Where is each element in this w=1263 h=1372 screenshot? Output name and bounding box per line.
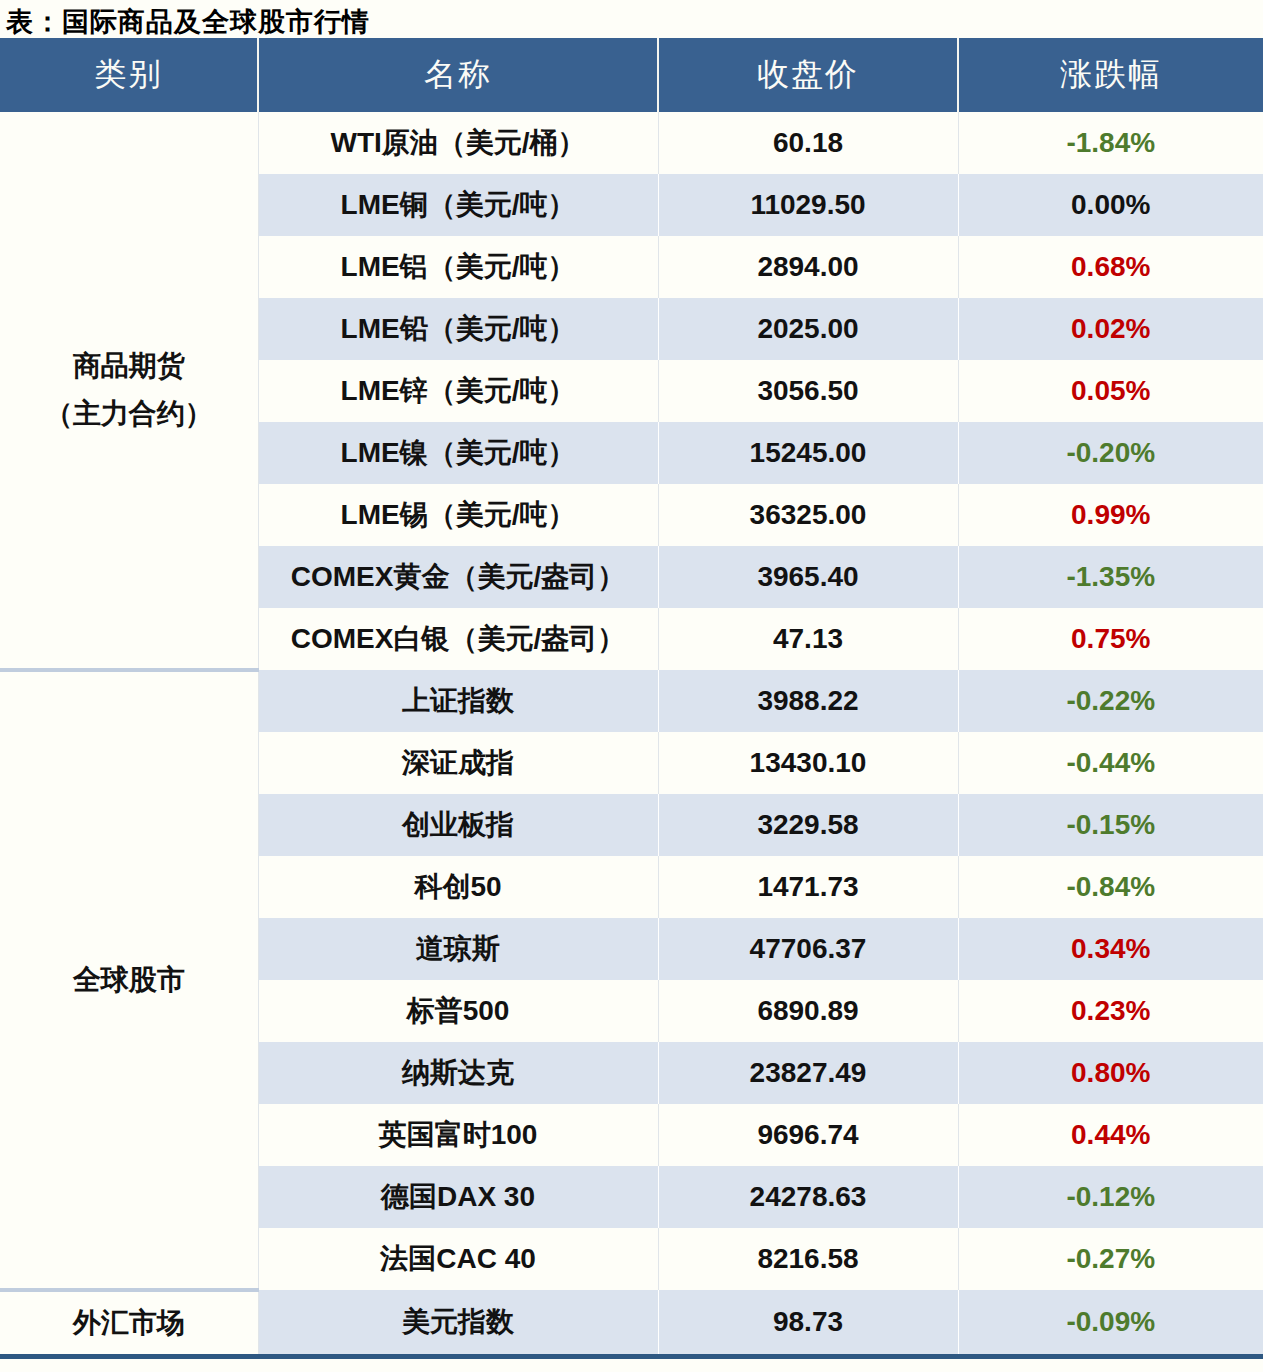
change-percent-cell: 0.80% xyxy=(958,1042,1263,1104)
category-label-line: 外汇市场 xyxy=(1,1299,257,1347)
table-row: 全球股市上证指数3988.22-0.22% xyxy=(0,670,1263,732)
name-cell: WTI原油（美元/桶） xyxy=(258,112,658,174)
close-price-cell: 36325.00 xyxy=(658,484,958,546)
change-percent-cell: 0.75% xyxy=(958,608,1263,670)
change-percent-cell: 0.34% xyxy=(958,918,1263,980)
page: 表：国际商品及全球股市行情 类别 名称 收盘价 涨跌幅 商品期货（主力合约）WT… xyxy=(0,0,1263,1372)
category-label-line: 全球股市 xyxy=(1,956,257,1004)
name-cell: 法国CAC 40 xyxy=(258,1228,658,1290)
change-percent-cell: 0.99% xyxy=(958,484,1263,546)
table-row: 外汇市场美元指数98.73-0.09% xyxy=(0,1290,1263,1354)
close-price-cell: 11029.50 xyxy=(658,174,958,236)
change-percent-cell: -0.12% xyxy=(958,1166,1263,1228)
change-percent-cell: -1.84% xyxy=(958,112,1263,174)
name-cell: 美元指数 xyxy=(258,1290,658,1354)
name-cell: 科创50 xyxy=(258,856,658,918)
source-note: 来源：交易所 xyxy=(0,1359,1263,1372)
name-cell: 道琼斯 xyxy=(258,918,658,980)
close-price-cell: 15245.00 xyxy=(658,422,958,484)
change-percent-cell: -0.27% xyxy=(958,1228,1263,1290)
close-price-cell: 23827.49 xyxy=(658,1042,958,1104)
close-price-cell: 3988.22 xyxy=(658,670,958,732)
name-cell: 标普500 xyxy=(258,980,658,1042)
change-percent-cell: 0.23% xyxy=(958,980,1263,1042)
close-price-cell: 60.18 xyxy=(658,112,958,174)
col-header-close: 收盘价 xyxy=(658,38,958,112)
category-cell: 全球股市 xyxy=(0,670,258,1290)
name-cell: 德国DAX 30 xyxy=(258,1166,658,1228)
change-percent-cell: -0.84% xyxy=(958,856,1263,918)
col-header-change: 涨跌幅 xyxy=(958,38,1263,112)
change-percent-cell: 0.00% xyxy=(958,174,1263,236)
close-price-cell: 3056.50 xyxy=(658,360,958,422)
change-percent-cell: -1.35% xyxy=(958,546,1263,608)
change-percent-cell: -0.44% xyxy=(958,732,1263,794)
table-body: 商品期货（主力合约）WTI原油（美元/桶）60.18-1.84%LME铜（美元/… xyxy=(0,112,1263,1354)
name-cell: 深证成指 xyxy=(258,732,658,794)
close-price-cell: 2025.00 xyxy=(658,298,958,360)
close-price-cell: 8216.58 xyxy=(658,1228,958,1290)
name-cell: LME镍（美元/吨） xyxy=(258,422,658,484)
name-cell: LME锡（美元/吨） xyxy=(258,484,658,546)
name-cell: LME铝（美元/吨） xyxy=(258,236,658,298)
close-price-cell: 3965.40 xyxy=(658,546,958,608)
name-cell: 创业板指 xyxy=(258,794,658,856)
close-price-cell: 6890.89 xyxy=(658,980,958,1042)
col-header-category: 类别 xyxy=(0,38,258,112)
close-price-cell: 2894.00 xyxy=(658,236,958,298)
change-percent-cell: -0.20% xyxy=(958,422,1263,484)
close-price-cell: 47.13 xyxy=(658,608,958,670)
close-price-cell: 47706.37 xyxy=(658,918,958,980)
close-price-cell: 24278.63 xyxy=(658,1166,958,1228)
name-cell: LME铅（美元/吨） xyxy=(258,298,658,360)
close-price-cell: 1471.73 xyxy=(658,856,958,918)
name-cell: COMEX黄金（美元/盎司） xyxy=(258,546,658,608)
name-cell: COMEX白银（美元/盎司） xyxy=(258,608,658,670)
close-price-cell: 13430.10 xyxy=(658,732,958,794)
table-row: 商品期货（主力合约）WTI原油（美元/桶）60.18-1.84% xyxy=(0,112,1263,174)
change-percent-cell: 0.02% xyxy=(958,298,1263,360)
change-percent-cell: -0.22% xyxy=(958,670,1263,732)
name-cell: 上证指数 xyxy=(258,670,658,732)
change-percent-cell: -0.09% xyxy=(958,1290,1263,1354)
col-header-name: 名称 xyxy=(258,38,658,112)
page-title: 表：国际商品及全球股市行情 xyxy=(0,0,1263,38)
change-percent-cell: 0.05% xyxy=(958,360,1263,422)
name-cell: 纳斯达克 xyxy=(258,1042,658,1104)
close-price-cell: 9696.74 xyxy=(658,1104,958,1166)
change-percent-cell: 0.68% xyxy=(958,236,1263,298)
change-percent-cell: -0.15% xyxy=(958,794,1263,856)
category-cell: 外汇市场 xyxy=(0,1290,258,1354)
change-percent-cell: 0.44% xyxy=(958,1104,1263,1166)
table-header: 类别 名称 收盘价 涨跌幅 xyxy=(0,38,1263,112)
market-table: 类别 名称 收盘价 涨跌幅 商品期货（主力合约）WTI原油（美元/桶）60.18… xyxy=(0,38,1263,1354)
name-cell: 英国富时100 xyxy=(258,1104,658,1166)
close-price-cell: 98.73 xyxy=(658,1290,958,1354)
close-price-cell: 3229.58 xyxy=(658,794,958,856)
category-label-line: 商品期货 xyxy=(1,342,257,390)
category-label-line: （主力合约） xyxy=(1,390,257,438)
header-row: 类别 名称 收盘价 涨跌幅 xyxy=(0,38,1263,112)
category-cell: 商品期货（主力合约） xyxy=(0,112,258,670)
name-cell: LME锌（美元/吨） xyxy=(258,360,658,422)
name-cell: LME铜（美元/吨） xyxy=(258,174,658,236)
